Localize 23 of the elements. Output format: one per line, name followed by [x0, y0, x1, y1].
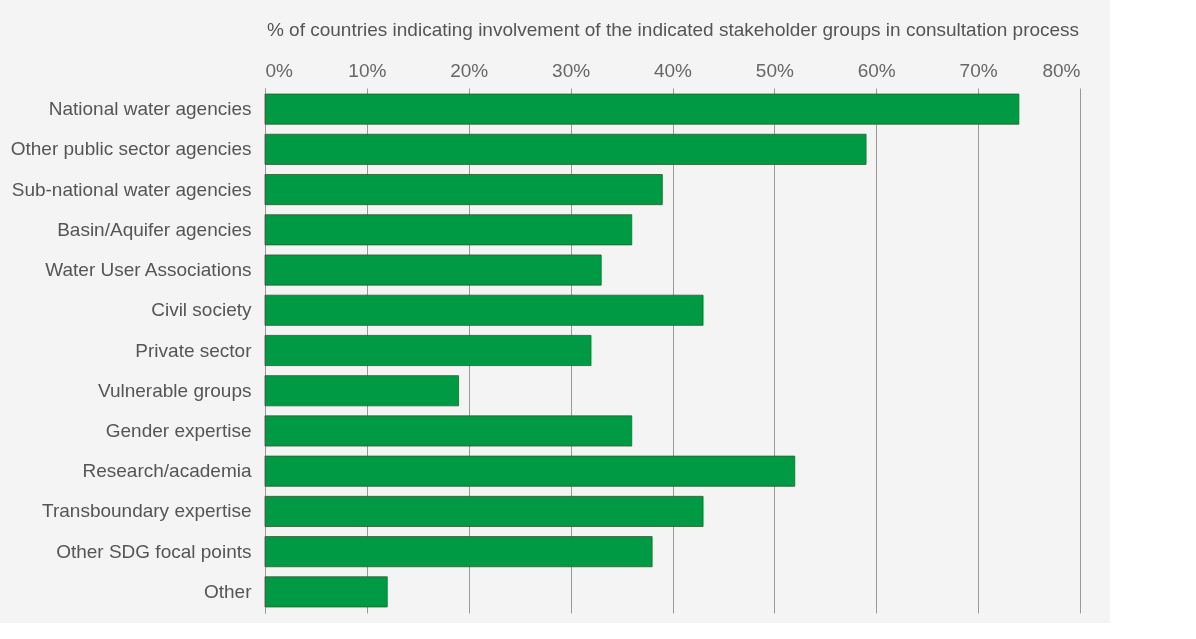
y-tick-label: Research/academia	[82, 460, 252, 482]
y-tick-label: Other SDG focal points	[56, 540, 252, 562]
x-tick-label: 0%	[265, 59, 294, 81]
y-tick-label: Vulnerable groups	[97, 379, 252, 401]
x-tick-label: 40%	[653, 59, 693, 81]
x-tick-label: 80%	[1042, 59, 1081, 81]
x-tick-label: 20%	[450, 59, 489, 81]
x-tick-label: 60%	[857, 59, 896, 81]
y-tick-label: Civil society	[151, 299, 252, 321]
y-tick-label: Water User Associations	[45, 259, 252, 281]
y-tick-label: Other	[203, 580, 253, 602]
x-tick-label: 30%	[552, 59, 591, 81]
x-tick-label: 10%	[348, 59, 387, 81]
y-tick-label: Private sector	[135, 339, 253, 361]
y-tick-label: Basin/Aquifer agencies	[57, 218, 252, 240]
x-tick-label: 50%	[755, 59, 794, 81]
x-tick-label: 70%	[959, 59, 998, 81]
y-tick-label: Sub-national water agencies	[11, 178, 252, 200]
y-tick-label: National water agencies	[48, 98, 252, 120]
y-tick-label: Other public sector agencies	[10, 138, 252, 160]
y-tick-label: Transboundary expertise	[42, 500, 252, 522]
y-tick-label: Gender expertise	[105, 419, 252, 441]
x-axis-title: % of countries indicating involvement of the indicated stakeholder groups in consultation process	[266, 18, 1080, 40]
